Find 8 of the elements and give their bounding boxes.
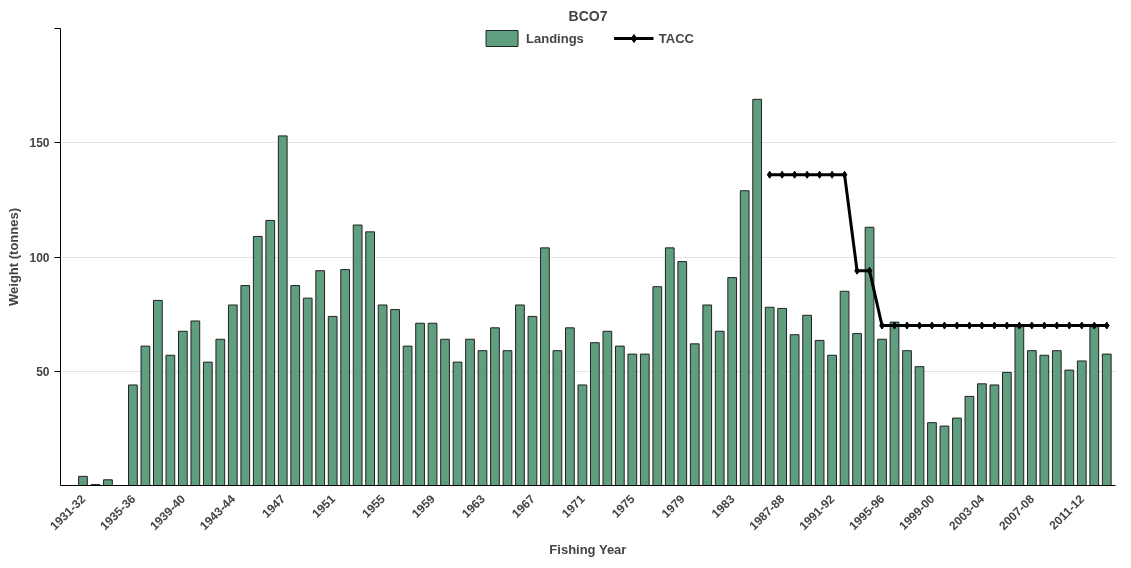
y-axis-title: Weight (tonnes) <box>6 208 22 306</box>
y-tick-label: 150 <box>29 136 50 151</box>
y-tick-label: 50 <box>36 364 50 379</box>
legend-label: Landings <box>526 30 584 46</box>
x-axis-title: Fishing Year <box>549 542 627 557</box>
legend-label: TACC <box>658 30 694 46</box>
y-tick-label: 100 <box>29 250 50 265</box>
chart-title: BCO7 <box>568 7 608 24</box>
